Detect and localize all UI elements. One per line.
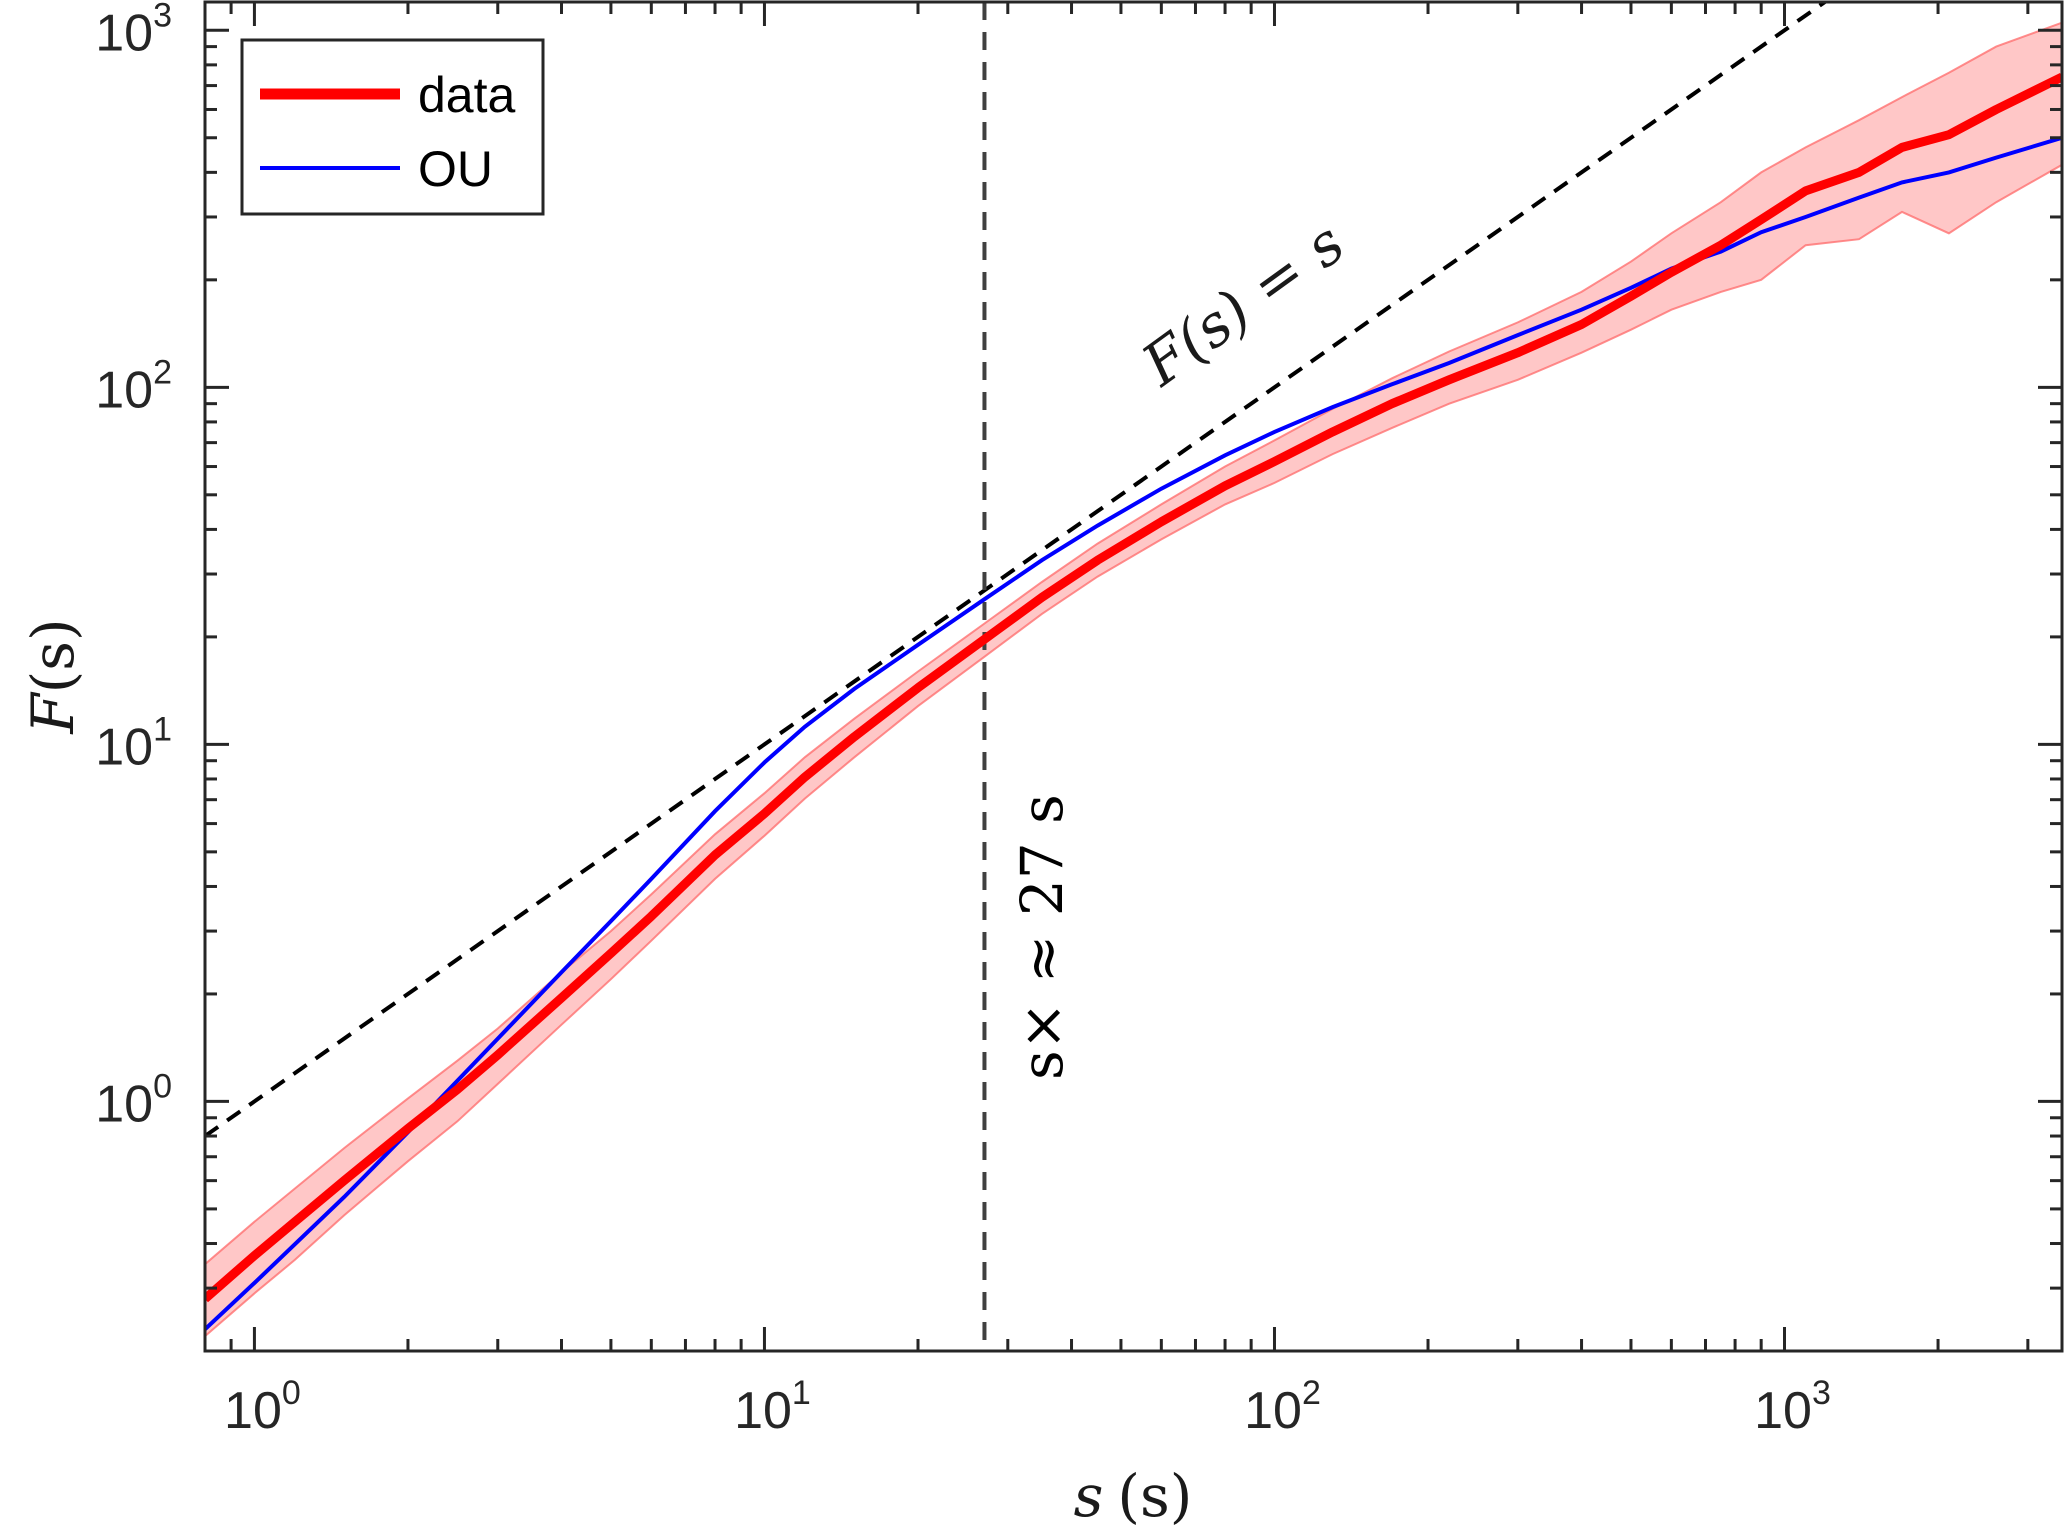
y-axis-label-var: F [19, 692, 87, 735]
y-tick-label-exponent: 1 [153, 710, 172, 748]
y-tick-label: 103 [95, 0, 172, 62]
y-tick-label: 102 [95, 353, 172, 419]
series-ou-line [205, 135, 2062, 1331]
y-axis-label-arg: (s) [19, 618, 87, 693]
plot-frame [203, 0, 2064, 1353]
x-tick-label-exponent: 0 [282, 1374, 301, 1412]
legend-label-ou: OU [418, 141, 493, 197]
reference-line-label: F(s) = s [1129, 209, 1356, 400]
y-tick-label-base: 10 [95, 718, 153, 776]
y-tick-label-exponent: 0 [153, 1067, 172, 1105]
legend-label-data: data [418, 67, 516, 123]
x-axis-label: s (s) [1074, 1462, 1193, 1530]
x-axis-label-var: s [1074, 1462, 1104, 1530]
y-tick-label: 100 [95, 1067, 172, 1133]
x-tick-label-exponent: 1 [792, 1374, 811, 1412]
x-tick-label-base: 10 [734, 1382, 792, 1440]
y-tick-label-base: 10 [95, 1075, 153, 1133]
legend: data OU [240, 38, 545, 216]
y-axis-label: F(s) [19, 618, 87, 734]
series-data-line [205, 72, 2062, 1303]
y-tick-label-exponent: 2 [153, 353, 172, 391]
x-axis-label-unit: (s) [1117, 1462, 1192, 1530]
x-tick-label-base: 10 [1754, 1382, 1812, 1440]
x-tick-label: 102 [1244, 1374, 1321, 1440]
x-tick-label-base: 10 [1244, 1382, 1302, 1440]
x-tick-label: 103 [1754, 1374, 1831, 1440]
svg-text:F(s): F(s) [19, 618, 87, 734]
crossover-label: s× ≈ 27 s [1008, 794, 1076, 1080]
y-tick-label-exponent: 3 [153, 0, 172, 34]
y-tick-label-base: 10 [95, 361, 153, 419]
data-confidence-band [205, 21, 2062, 1338]
y-tick-label: 101 [95, 710, 172, 776]
x-tick-label-exponent: 2 [1302, 1374, 1321, 1412]
x-tick-label: 101 [734, 1374, 811, 1440]
y-tick-label-base: 10 [95, 4, 153, 62]
x-tick-label-base: 10 [224, 1382, 282, 1440]
x-tick-label-exponent: 3 [1812, 1374, 1831, 1412]
axis-ticks [203, 2, 2062, 1353]
x-tick-label: 100 [224, 1374, 301, 1440]
legend-box [240, 38, 545, 216]
